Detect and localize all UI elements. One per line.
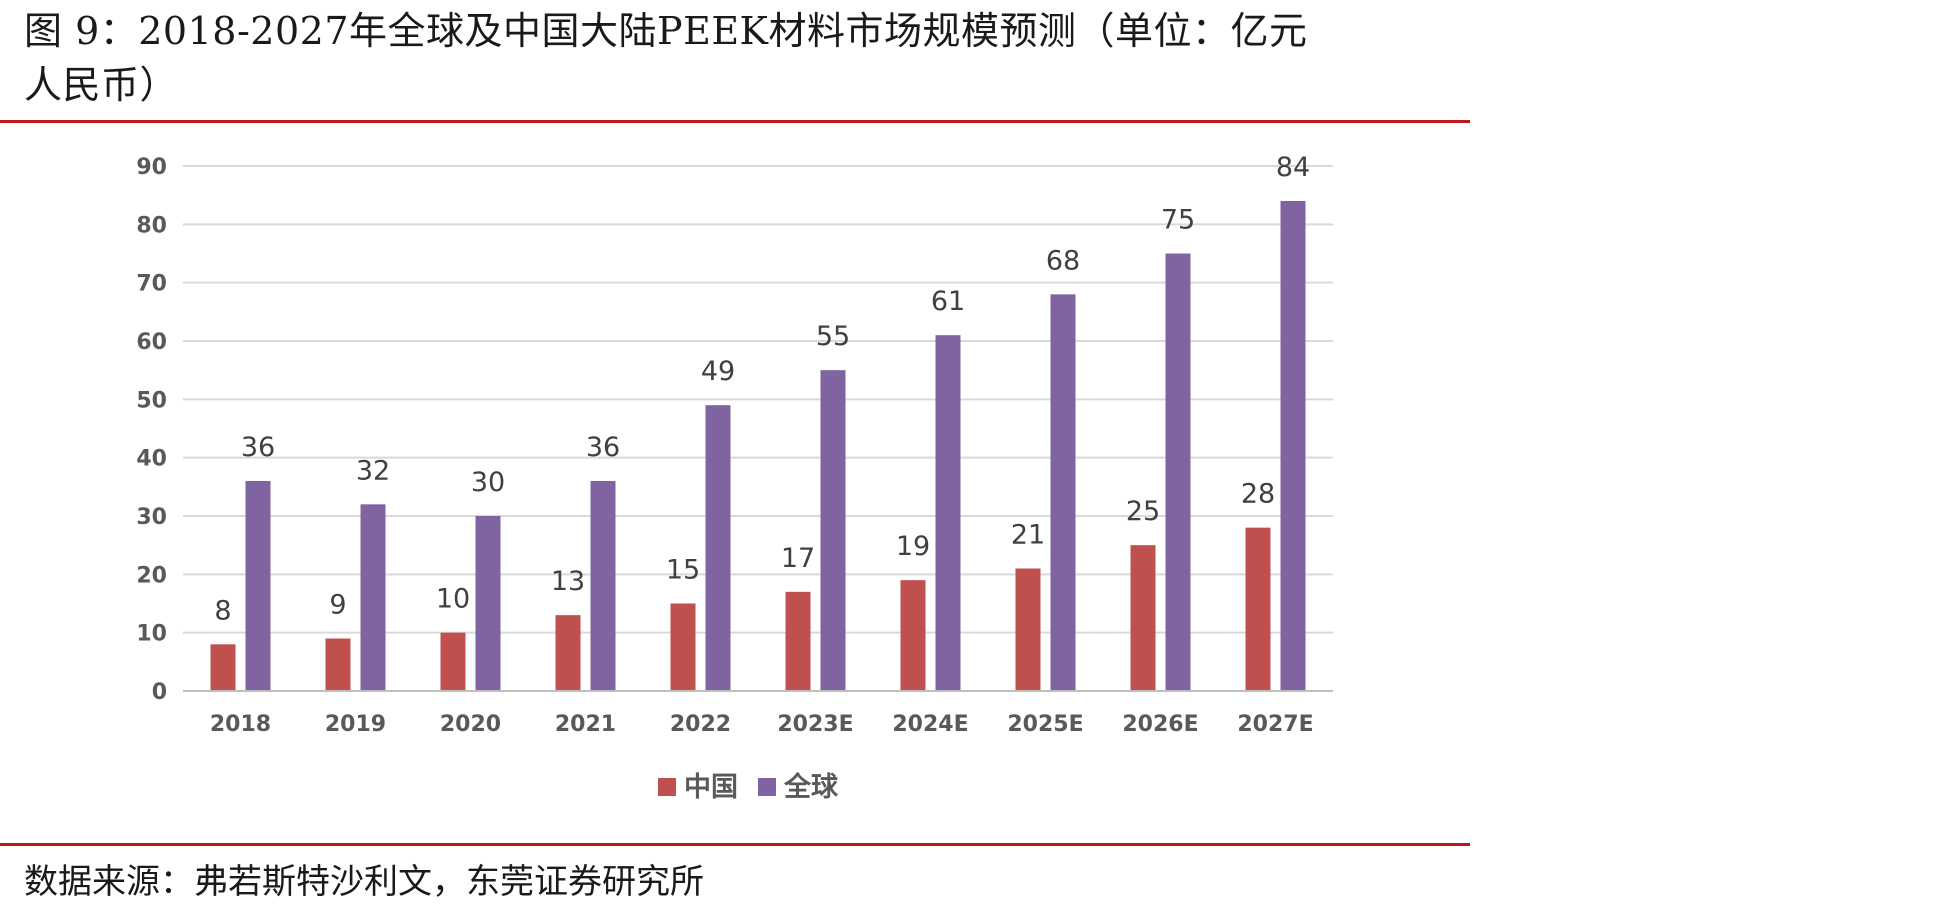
legend-label-china: 中国	[684, 772, 738, 803]
y-tick-label: 40	[136, 447, 167, 472]
top-red-rule	[0, 120, 1470, 123]
bar-global-2019	[360, 504, 386, 691]
y-tick-label: 30	[136, 505, 167, 530]
legend: 中国 全球	[658, 771, 839, 803]
x-tick-label: 2022	[670, 712, 731, 737]
y-tick-label: 80	[136, 213, 167, 238]
x-tick-label: 2021	[555, 712, 616, 737]
figure-title: 图 9：2018-2027年全球及中国大陆PEEK材料市场规模预测（单位：亿元 …	[24, 4, 1464, 112]
bar-global-2024E	[935, 335, 961, 691]
x-tick-label: 2023E	[777, 712, 853, 737]
bar-china-2023E	[785, 591, 811, 691]
legend-swatch-global	[758, 778, 776, 796]
bar-china-2019	[325, 638, 351, 691]
data-label-global-2023E: 55	[816, 321, 850, 352]
bar-global-2022	[705, 405, 731, 691]
bar-global-2025E	[1050, 294, 1076, 691]
gridlines	[183, 165, 1333, 692]
y-tick-label: 0	[152, 680, 167, 705]
bar-china-2025E	[1015, 568, 1041, 691]
bar-china-2018	[210, 644, 236, 691]
legend-swatch-china	[658, 778, 676, 796]
bar-global-2026E	[1165, 253, 1191, 691]
x-tick-label: 2024E	[892, 712, 968, 737]
data-label-china-2026E: 25	[1126, 496, 1160, 527]
source-note: 数据来源：弗若斯特沙利文，东莞证券研究所	[24, 862, 704, 902]
data-label-china-2024E: 19	[896, 531, 930, 562]
data-label-global-2022: 49	[701, 356, 735, 387]
x-tick-label: 2027E	[1237, 712, 1313, 737]
bar-china-2026E	[1130, 545, 1156, 691]
data-label-global-2021: 36	[586, 432, 620, 463]
bar-china-2027E	[1245, 527, 1271, 691]
bar-global-2020	[475, 516, 501, 691]
data-label-china-2022: 15	[666, 555, 700, 586]
bar-china-2020	[440, 632, 466, 691]
bar-china-2022	[670, 603, 696, 691]
y-tick-label: 60	[136, 330, 167, 355]
data-label-china-2019: 9	[329, 590, 346, 621]
x-tick-label: 2020	[440, 712, 501, 737]
x-tick-label: 2018	[210, 712, 271, 737]
x-tick-label: 2019	[325, 712, 386, 737]
data-label-global-2020: 30	[471, 467, 505, 498]
x-axis: 2018 2019 2020 2021 2022 2023E 2024E 2025E 2026E…	[183, 690, 1333, 737]
figure-title-line-1: 图 9：2018-2027年全球及中国大陆PEEK材料市场规模预测（单位：亿元	[24, 9, 1308, 53]
bar-global-2021	[590, 481, 616, 691]
bar-china-2024E	[900, 580, 926, 691]
bottom-red-rule	[0, 843, 1470, 846]
bar-global-2027E	[1280, 201, 1306, 691]
y-axis: 0 10 20 30 40 50 60 70 80 90	[136, 155, 167, 705]
figure-title-line-2: 人民币）	[24, 63, 179, 107]
bar-global-2023E	[820, 370, 846, 691]
bar-global-2018	[245, 481, 271, 691]
data-label-global-2018: 36	[241, 432, 275, 463]
data-label-global-2027E: 84	[1276, 152, 1310, 183]
data-label-global-2019: 32	[356, 455, 390, 486]
data-label-china-2027E: 28	[1241, 479, 1275, 510]
data-label-china-2025E: 21	[1011, 520, 1045, 551]
y-tick-label: 50	[136, 388, 167, 413]
data-label-china-2018: 8	[214, 595, 231, 626]
data-label-global-2024E: 61	[931, 286, 965, 317]
chart-container: 0 10 20 30 40 50 60 70 80 90 8 36 9 32 10 30 13 36 15 49 17…	[120, 124, 1370, 839]
data-label-china-2023E: 17	[781, 543, 815, 574]
data-label-china-2020: 10	[436, 584, 470, 615]
legend-label-global: 全球	[783, 771, 839, 803]
data-label-global-2026E: 75	[1161, 205, 1195, 236]
bars	[210, 201, 1306, 691]
x-tick-label: 2026E	[1122, 712, 1198, 737]
data-label-china-2021: 13	[551, 566, 585, 597]
y-tick-label: 10	[136, 622, 167, 647]
x-tick-label: 2025E	[1007, 712, 1083, 737]
y-tick-label: 20	[136, 563, 167, 588]
data-label-global-2025E: 68	[1046, 245, 1080, 276]
y-tick-label: 90	[136, 155, 167, 180]
bar-chart: 0 10 20 30 40 50 60 70 80 90 8 36 9 32 10 30 13 36 15 49 17…	[136, 152, 1333, 803]
y-tick-label: 70	[136, 272, 167, 297]
bar-china-2021	[555, 615, 581, 691]
data-labels: 8 36 9 32 10 30 13 36 15 49 17 55 19 61 21 68 25 75 28 84	[214, 152, 1310, 626]
